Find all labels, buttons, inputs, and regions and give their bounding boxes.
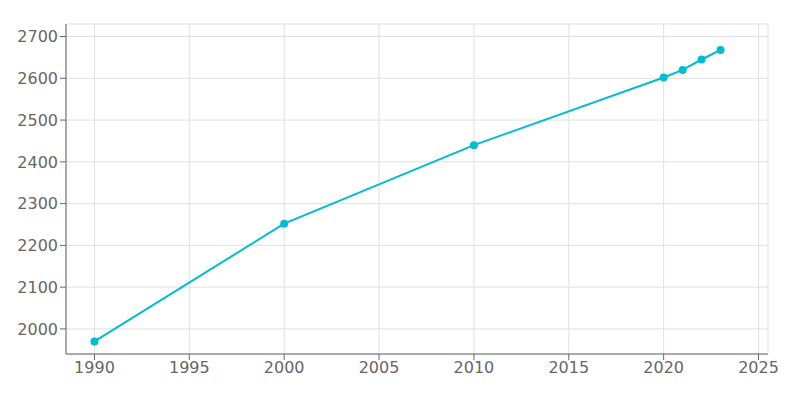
svg-text:2025: 2025 <box>738 358 779 377</box>
svg-text:2010: 2010 <box>454 358 495 377</box>
svg-text:2015: 2015 <box>548 358 589 377</box>
svg-text:1995: 1995 <box>169 358 210 377</box>
svg-text:2100: 2100 <box>17 278 58 297</box>
svg-text:2300: 2300 <box>17 194 58 213</box>
svg-text:2200: 2200 <box>17 236 58 255</box>
svg-text:2005: 2005 <box>359 358 400 377</box>
svg-text:2020: 2020 <box>643 358 684 377</box>
svg-text:2700: 2700 <box>17 27 58 46</box>
svg-text:1990: 1990 <box>74 358 115 377</box>
svg-text:2000: 2000 <box>17 320 58 339</box>
svg-text:2600: 2600 <box>17 69 58 88</box>
svg-text:2000: 2000 <box>264 358 305 377</box>
svg-text:2500: 2500 <box>17 111 58 130</box>
svg-text:2400: 2400 <box>17 153 58 172</box>
